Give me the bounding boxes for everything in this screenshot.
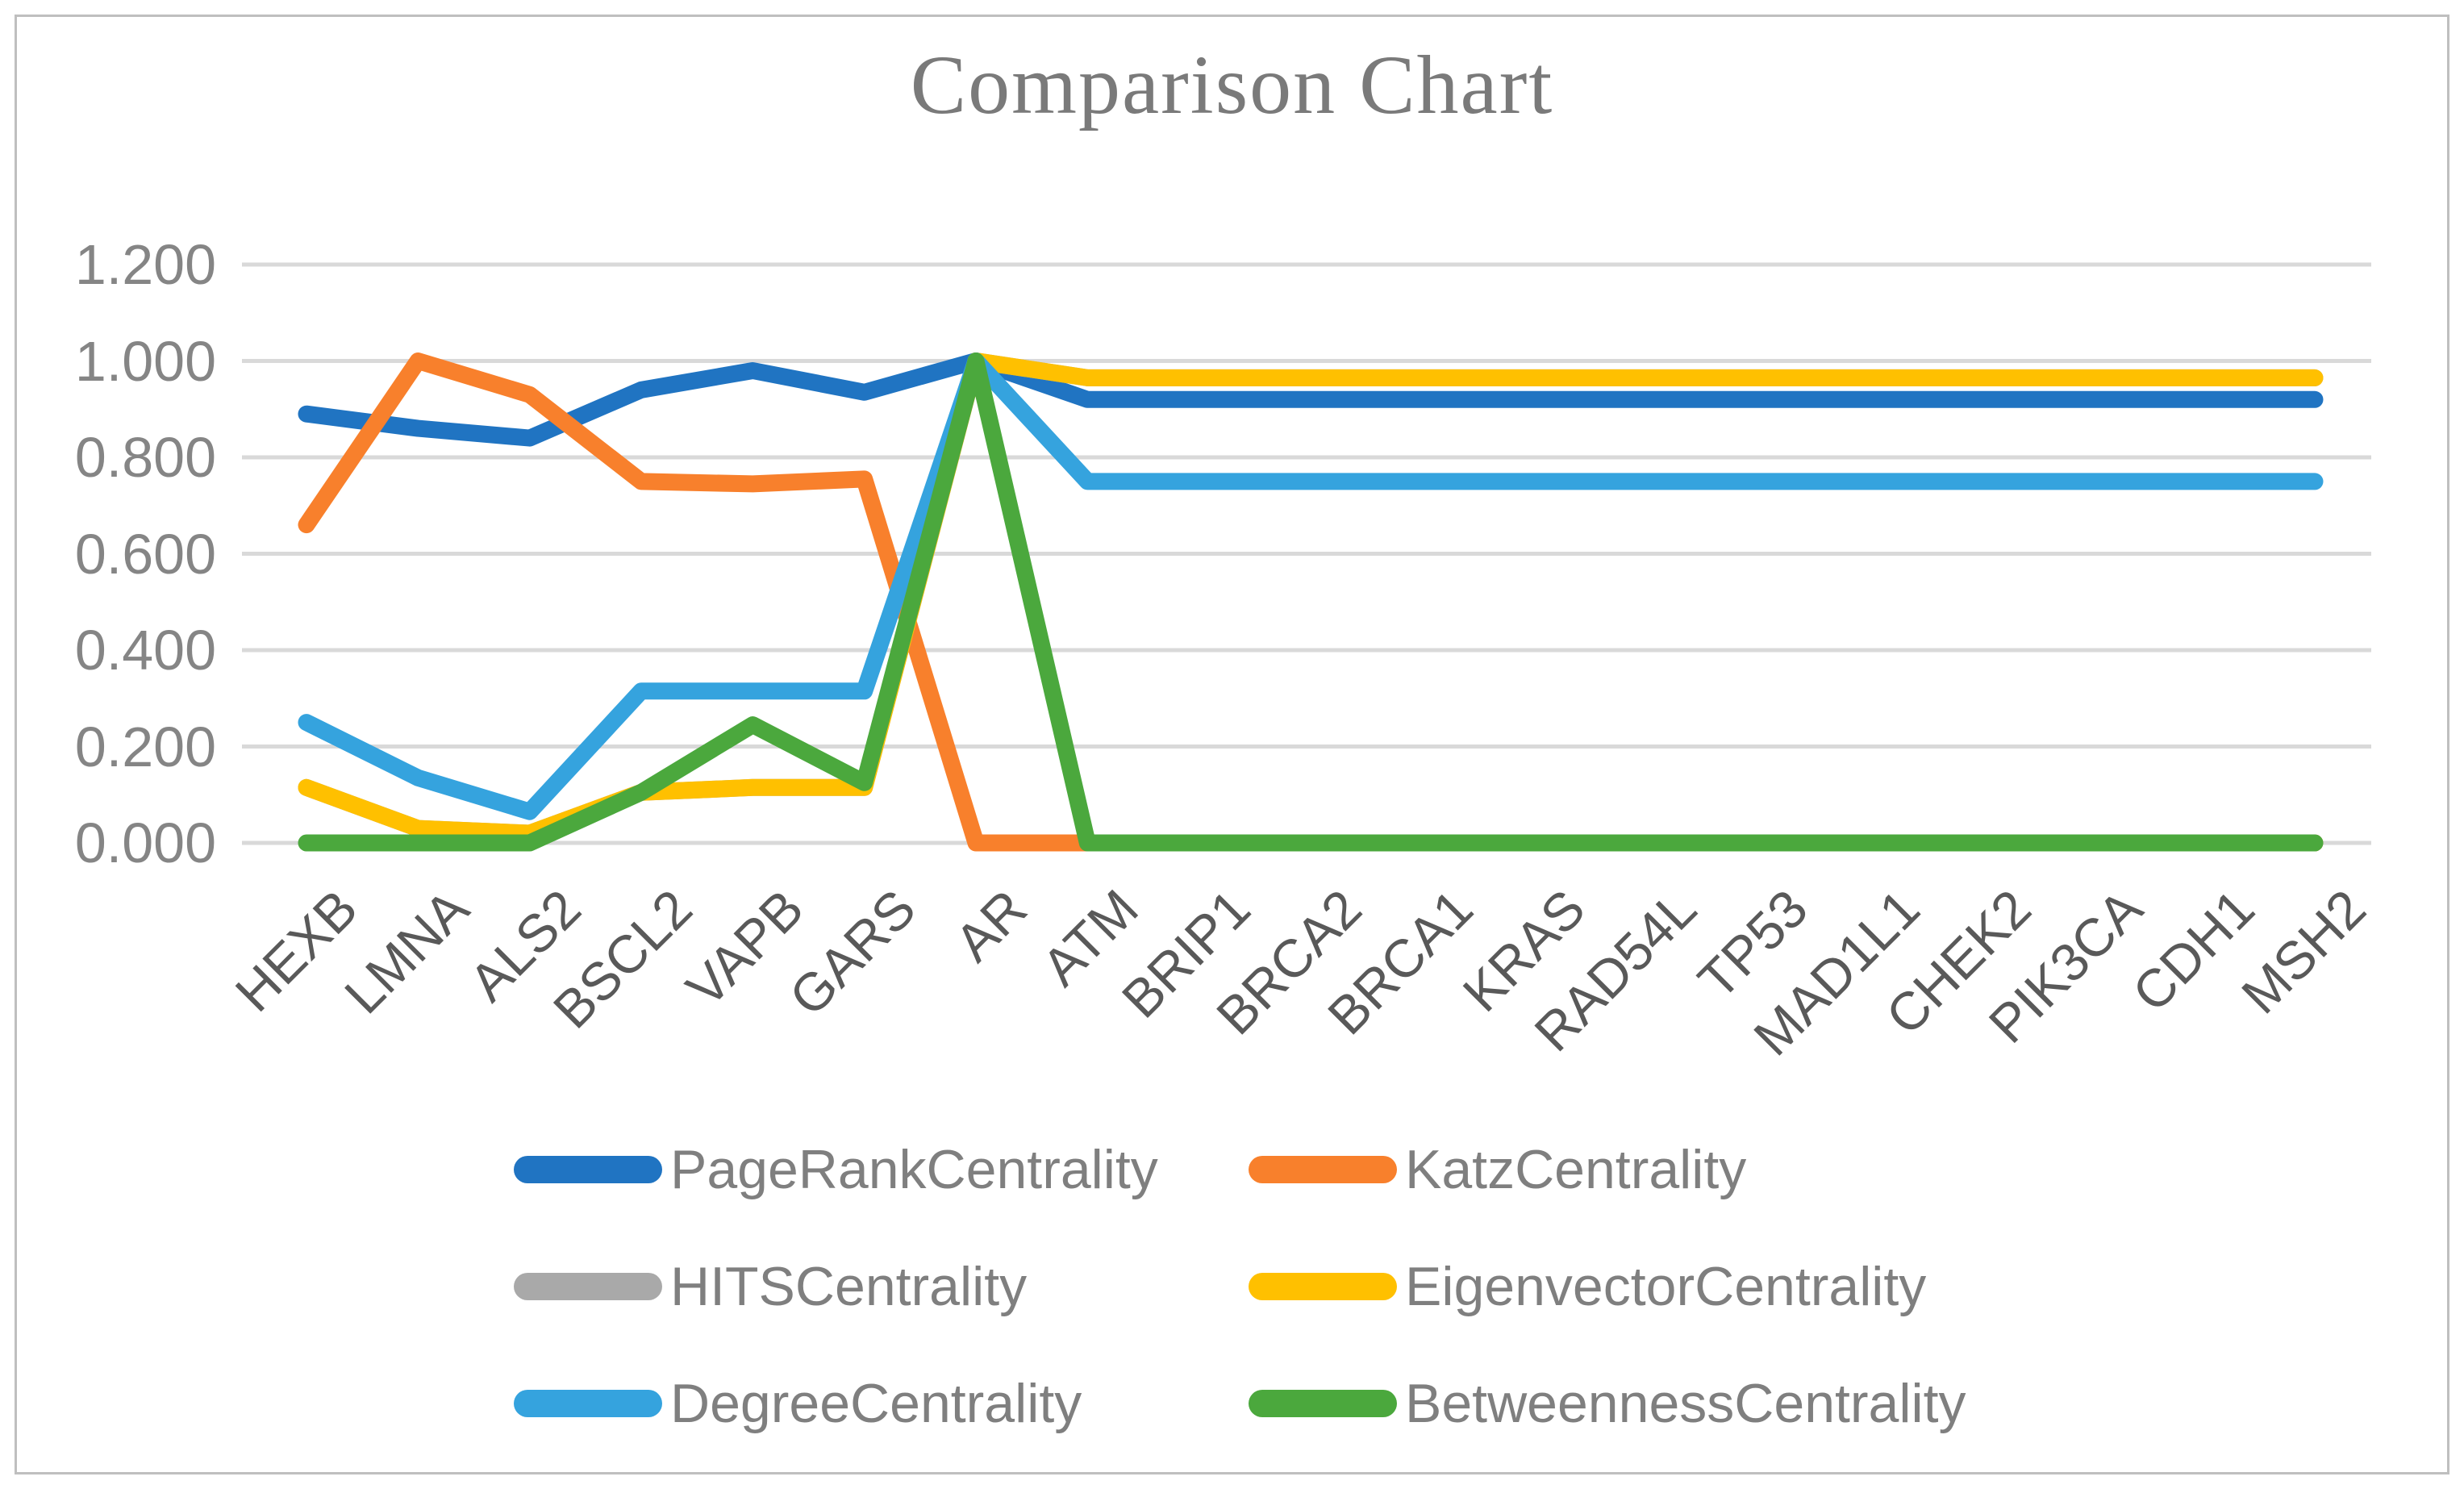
y-tick-label-0.200: 0.200 [74, 715, 216, 778]
legend-item-DegreeCentrality: DegreeCentrality [514, 1371, 1082, 1436]
series-line-PageRankCentrality [298, 352, 2324, 447]
legend-swatch-EigenvectorCentrality [1249, 1273, 1397, 1300]
plot-area [242, 262, 2371, 852]
legend-swatch-KatzCentrality [1249, 1156, 1397, 1183]
y-tick-label-0.400: 0.400 [74, 619, 216, 682]
legend-swatch-HITSCentrality [514, 1273, 662, 1300]
line-chart-canvas [242, 262, 2371, 852]
y-tick-label-0.000: 0.000 [74, 811, 216, 874]
y-tick-label-0.800: 0.800 [74, 426, 216, 489]
legend-label-EigenvectorCentrality: EigenvectorCentrality [1405, 1256, 1927, 1317]
legend-item-HITSCentrality: HITSCentrality [514, 1254, 1027, 1319]
legend-swatch-DegreeCentrality [514, 1390, 662, 1417]
legend-item-PageRankCentrality: PageRankCentrality [514, 1137, 1158, 1202]
legend-item-EigenvectorCentrality: EigenvectorCentrality [1249, 1254, 1926, 1319]
legend-swatch-PageRankCentrality [514, 1156, 662, 1183]
series-line-KatzCentrality [298, 352, 2324, 852]
legend-label-KatzCentrality: KatzCentrality [1405, 1139, 1747, 1200]
series-line-DegreeCentrality [298, 352, 2324, 820]
chart-title: Comparison Chart [910, 39, 1554, 131]
series-line-EigenvectorCentrality [298, 352, 2324, 842]
legend-swatch-BetweennessCentrality [1249, 1390, 1397, 1417]
legend-label-DegreeCentrality: DegreeCentrality [670, 1373, 1082, 1434]
legend-label-BetweennessCentrality: BetweennessCentrality [1405, 1373, 1966, 1434]
series-line-HITSCentrality [298, 352, 2324, 842]
legend-label-PageRankCentrality: PageRankCentrality [670, 1139, 1158, 1200]
y-tick-label-1.000: 1.000 [74, 329, 216, 393]
legend-item-BetweennessCentrality: BetweennessCentrality [1249, 1371, 1966, 1436]
y-tick-label-1.200: 1.200 [74, 233, 216, 296]
legend-item-KatzCentrality: KatzCentrality [1249, 1137, 1746, 1202]
series-line-BetweennessCentrality [298, 352, 2324, 852]
legend-label-HITSCentrality: HITSCentrality [670, 1256, 1028, 1317]
y-tick-label-0.600: 0.600 [74, 522, 216, 586]
